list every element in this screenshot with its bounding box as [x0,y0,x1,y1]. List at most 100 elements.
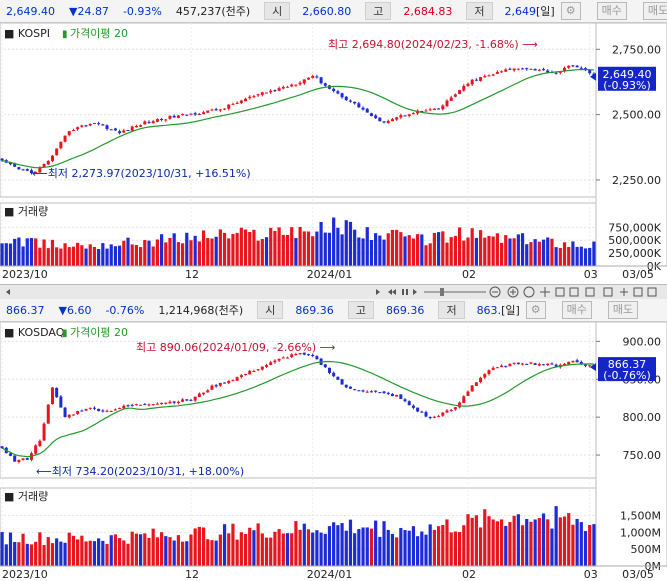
x-tick-label: 02 [462,268,476,281]
volume-bar [118,245,122,266]
volume-bar [126,543,130,566]
volume-bar [390,229,395,266]
candle-down [315,76,319,78]
candle-up [290,84,294,87]
volume-bar [449,237,453,266]
candle-up [277,88,281,91]
volume-bar [420,531,424,566]
candle-down [353,101,357,104]
volume-bar [256,523,260,566]
kosdaq-settings-button[interactable]: ⚙ [525,301,546,319]
kospi-buy-button[interactable]: 매수 [596,2,627,20]
volume-bar [25,238,29,266]
candle-up [164,402,168,404]
candle-down [403,115,407,117]
volume-bar [537,241,541,266]
kospi-quote-bar: 2,649.40 ▼24.87 -0.93% 457,237(천주) 시 2,6… [0,0,667,23]
volume-bar [558,517,562,566]
candle-up [248,370,252,375]
candle-up [558,71,562,73]
candle-up [269,362,273,365]
candle-up [445,100,449,106]
volume-bar [147,240,151,266]
volume-bar [592,241,596,266]
tool-icon[interactable] [585,287,595,297]
candle-down [319,77,323,84]
volume-bar [361,238,365,266]
candle-up [458,89,462,94]
candle-down [550,363,554,365]
volume-bar [294,521,298,566]
volume-bar [470,517,474,566]
candle-up [470,79,474,85]
candle-down [80,410,84,412]
playback-rewind-icon[interactable] [388,289,396,295]
layout-icon[interactable] [647,287,657,297]
candle-up [34,445,38,454]
tool-icon[interactable] [603,287,613,297]
volume-bar [21,533,25,566]
volume-bar [575,518,579,566]
scroll-right-icon[interactable] [376,289,380,295]
volume-bar [571,524,575,566]
candle-down [382,391,386,394]
candle-up [529,68,533,70]
volume-bar [499,242,504,266]
volume-bar [122,540,126,566]
zoom-out-icon[interactable] [489,286,501,298]
volume-bar [88,244,92,266]
candle-up [231,380,235,382]
volume-bar [369,240,374,266]
candle-down [59,396,63,408]
candle-up [260,92,264,95]
volume-bar [462,240,466,266]
volume-bar [109,535,113,566]
volume-bar [453,235,457,266]
scroll-left-icon[interactable] [6,289,10,295]
candle-up [462,85,466,91]
volume-bar [252,530,256,566]
zoom-in-icon[interactable] [507,286,519,298]
add-icon[interactable] [620,288,628,296]
volume-bar [63,243,67,266]
kosdaq-period[interactable]: [일] [501,304,520,317]
last-pct-label: (-0.76%) [603,369,651,382]
x-tick-label: 03/05 [622,568,654,581]
kospi-sell-button[interactable]: 매도 [642,2,667,20]
last-price-marker [590,72,596,81]
tool-icon[interactable] [555,287,565,297]
kospi-settings-button[interactable]: ⚙ [560,2,581,20]
candle-up [168,115,172,119]
candle-up [390,119,394,122]
volume-bar [281,234,285,266]
volume-bar [88,540,92,566]
candle-up [424,110,428,112]
playback-forward-icon[interactable] [413,289,417,295]
reset-icon[interactable] [523,286,535,298]
candle-up [50,387,54,405]
candle-up [130,126,134,131]
volume-bar [512,515,516,566]
zoom-slider[interactable] [424,288,486,296]
kospi-period[interactable]: [일] [536,5,555,18]
low-annotation: ⟵최저 2,273.97(2023/10/31, +16.51%) [32,167,251,180]
kospi-open: 2,660.80 [302,4,352,18]
volume-bar [159,532,164,566]
kospi-open-label: 시 [264,2,291,20]
candle-down [348,386,352,389]
volume-bar [416,536,420,566]
x-tick-label: 2024/01 [307,268,353,281]
volume-bar [29,238,34,266]
layout-icon[interactable] [633,287,643,297]
playback-pause-icon[interactable] [402,289,408,295]
volume-bar [130,244,134,266]
price-tick-label: 900.00 [623,335,662,348]
tool-icon[interactable] [569,287,579,297]
kosdaq-buy-button[interactable]: 매수 [561,301,592,319]
volume-bar [151,246,155,266]
candle-up [277,358,281,361]
kosdaq-sell-button[interactable]: 매도 [607,301,639,319]
crosshair-icon[interactable] [540,287,550,297]
volume-bar [533,519,537,566]
candle-down [332,88,336,92]
